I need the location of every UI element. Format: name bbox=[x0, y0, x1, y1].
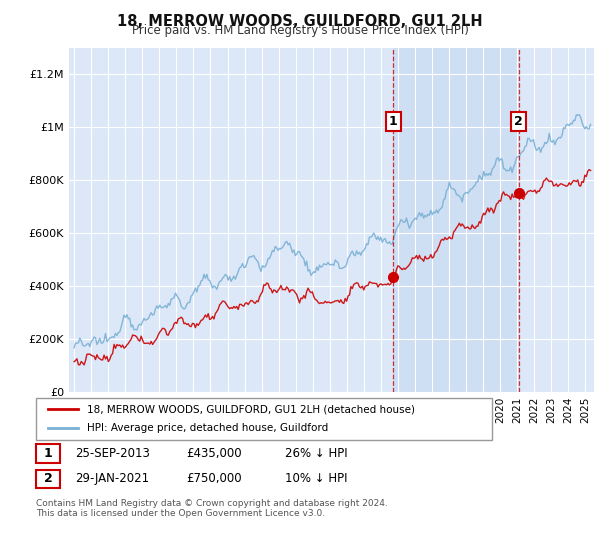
Text: 2: 2 bbox=[514, 115, 523, 128]
Text: £435,000: £435,000 bbox=[186, 447, 242, 460]
Text: 18, MERROW WOODS, GUILDFORD, GU1 2LH (detached house): 18, MERROW WOODS, GUILDFORD, GU1 2LH (de… bbox=[87, 404, 415, 414]
Text: This data is licensed under the Open Government Licence v3.0.: This data is licensed under the Open Gov… bbox=[36, 509, 325, 518]
Text: 29-JAN-2021: 29-JAN-2021 bbox=[75, 472, 149, 486]
Text: 18, MERROW WOODS, GUILDFORD, GU1 2LH: 18, MERROW WOODS, GUILDFORD, GU1 2LH bbox=[117, 14, 483, 29]
Text: 1: 1 bbox=[44, 447, 52, 460]
Text: 25-SEP-2013: 25-SEP-2013 bbox=[75, 447, 150, 460]
Text: Contains HM Land Registry data © Crown copyright and database right 2024.: Contains HM Land Registry data © Crown c… bbox=[36, 499, 388, 508]
Text: 26% ↓ HPI: 26% ↓ HPI bbox=[285, 447, 347, 460]
Bar bbox=[394, 48, 518, 392]
Text: 10% ↓ HPI: 10% ↓ HPI bbox=[285, 472, 347, 486]
Text: 1: 1 bbox=[389, 115, 398, 128]
Text: £750,000: £750,000 bbox=[186, 472, 242, 486]
Text: Price paid vs. HM Land Registry's House Price Index (HPI): Price paid vs. HM Land Registry's House … bbox=[131, 24, 469, 37]
Text: HPI: Average price, detached house, Guildford: HPI: Average price, detached house, Guil… bbox=[87, 423, 328, 433]
Text: 2: 2 bbox=[44, 472, 52, 486]
